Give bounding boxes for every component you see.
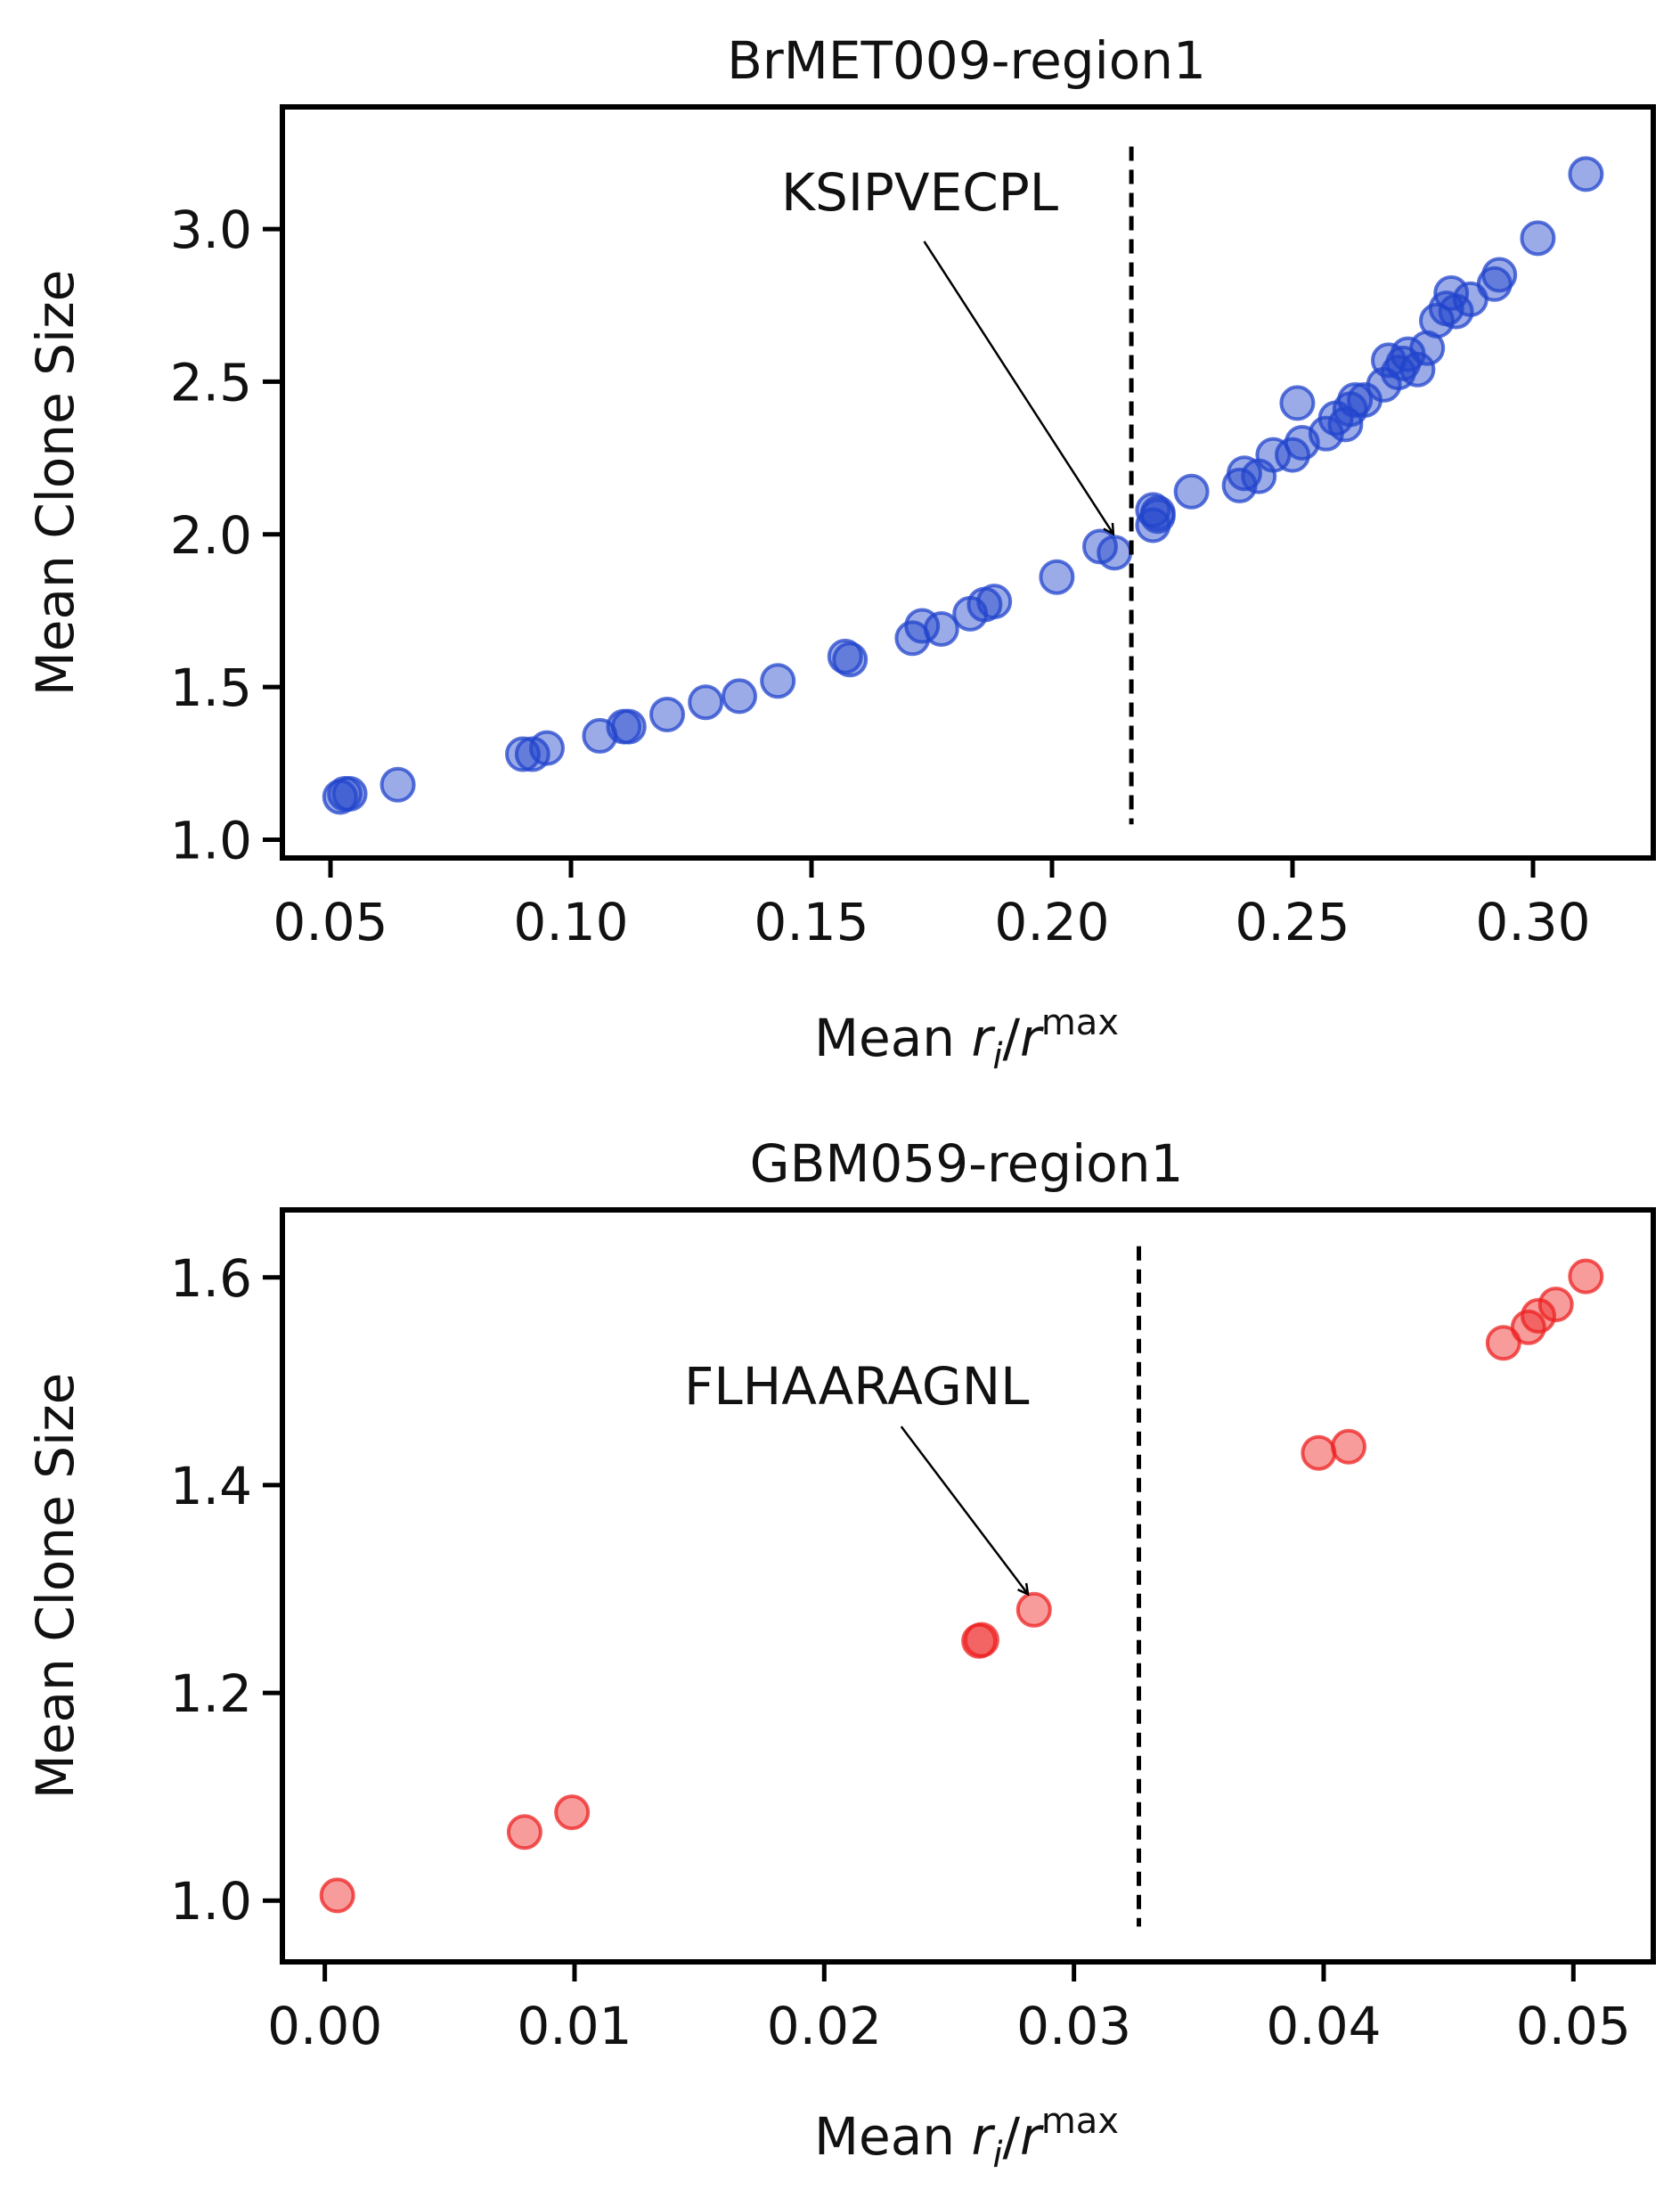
annotation-arrow: [900, 1426, 1028, 1594]
x-tick-label: 0.15: [754, 892, 869, 952]
x-tick-label: 0.30: [1475, 892, 1590, 952]
x-tick-label: 0.00: [267, 1996, 382, 2056]
y-tick-label: 1.5: [170, 658, 252, 718]
y-tick-label: 1.0: [170, 810, 252, 870]
y-tick-label: 1.4: [170, 1456, 252, 1516]
y-tick-label: 3.0: [170, 200, 252, 260]
x-tick-label: 0.04: [1266, 1996, 1381, 2056]
scatter-point: [1520, 220, 1556, 257]
chart-title: GBM059-region1: [750, 1133, 1184, 1194]
y-tick-label: 1.6: [170, 1248, 252, 1309]
scatter-point: [331, 776, 368, 813]
x-tick-label: 0.02: [767, 1996, 882, 2056]
x-axis-label: Mean ri/rmax: [814, 1002, 1119, 1077]
scatter-point: [1568, 156, 1604, 192]
scatter-points: [322, 156, 1604, 815]
scatter-point: [976, 584, 1013, 620]
y-tick-label: 1.2: [170, 1663, 252, 1724]
annotation: FLHAARAGNL: [684, 1356, 1030, 1594]
scatter-point: [529, 730, 565, 766]
scatter-point: [1399, 351, 1436, 388]
y-tick-label: 1.0: [170, 1871, 252, 1932]
scatter-point: [1568, 1258, 1604, 1295]
y-ticks: 1.0 1.5 2.0 2.5 3.0: [170, 200, 282, 870]
y-axis-label: Mean Clone Size: [25, 1373, 86, 1800]
annotation-arrow: [923, 241, 1113, 535]
scatter-point: [1485, 1325, 1521, 1361]
annotation: KSIPVECPL: [781, 162, 1113, 535]
scatter-point: [1097, 535, 1133, 571]
scatter-point: [688, 684, 724, 721]
annotation-label: KSIPVECPL: [781, 162, 1058, 223]
chart-title: BrMET009-region1: [727, 30, 1206, 91]
scatter-point: [923, 610, 959, 647]
x-tick-label: 0.25: [1235, 892, 1350, 952]
y-axis-label-group: Mean Clone Size: [25, 270, 86, 697]
scatter-point: [1337, 381, 1374, 418]
x-tick-label: 0.03: [1016, 1996, 1131, 2056]
x-ticks: 0.00 0.01 0.02 0.03 0.04 0.05: [267, 1962, 1631, 2056]
panel-gbm059: GBM059-region1 Mean Clone Size Mean ri/r…: [25, 1133, 1656, 2176]
scatter-point: [1537, 1287, 1574, 1323]
scatter-point: [649, 696, 685, 732]
scatter-point: [722, 678, 757, 715]
scatter-point: [963, 1622, 999, 1658]
scatter-point: [1521, 1297, 1557, 1334]
scatter-point: [1135, 492, 1171, 528]
scatter-points: [319, 1258, 1604, 1914]
panel-brmet009: BrMET009-region1 Mean Clone Size Mean ri…: [25, 30, 1656, 1077]
plot-frame: [280, 1207, 1656, 1965]
scatter-point: [1301, 1434, 1337, 1471]
scatter-point: [1039, 559, 1075, 595]
x-tick-label: 0.05: [1516, 1996, 1631, 2056]
scatter-point: [1279, 385, 1316, 421]
scatter-point: [506, 1814, 542, 1851]
scatter-point: [1481, 257, 1518, 293]
x-tick-label: 0.01: [517, 1996, 632, 2056]
y-axis-label-group: Mean Clone Size: [25, 1373, 86, 1800]
plot-frame: [280, 104, 1656, 861]
y-axis-label: Mean Clone Size: [25, 270, 86, 697]
scatter-point: [379, 766, 416, 803]
x-ticks: 0.05 0.10 0.15 0.20 0.25 0.30: [273, 858, 1591, 952]
scatter-point: [1173, 473, 1210, 510]
scatter-point: [319, 1877, 355, 1914]
scatter-point: [554, 1794, 591, 1831]
y-ticks: 1.0 1.2 1.4 1.6: [170, 1248, 282, 1932]
annotation-label: FLHAARAGNL: [684, 1356, 1030, 1417]
x-tick-label: 0.05: [273, 892, 387, 952]
scatter-point: [832, 641, 869, 678]
y-tick-label: 2.5: [170, 352, 252, 413]
scatter-point: [1331, 1428, 1366, 1465]
scatter-point: [610, 708, 647, 745]
y-tick-label: 2.0: [170, 505, 252, 566]
x-axis-label: Mean ri/rmax: [814, 2101, 1119, 2176]
x-tick-label: 0.20: [994, 892, 1109, 952]
scatter-point: [760, 663, 796, 699]
scatter-point: [1015, 1591, 1052, 1628]
x-tick-label: 0.10: [513, 892, 628, 952]
